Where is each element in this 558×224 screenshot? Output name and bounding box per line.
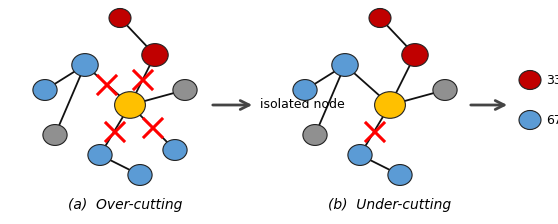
Ellipse shape [293, 80, 317, 100]
Text: isolated node: isolated node [260, 99, 345, 112]
Ellipse shape [369, 9, 391, 28]
Ellipse shape [303, 125, 327, 145]
Ellipse shape [332, 54, 358, 76]
Text: (a)  Over-cutting: (a) Over-cutting [68, 198, 182, 212]
Ellipse shape [88, 144, 112, 166]
Ellipse shape [374, 92, 406, 118]
Ellipse shape [72, 54, 98, 76]
Ellipse shape [519, 71, 541, 90]
Ellipse shape [109, 9, 131, 28]
Ellipse shape [33, 80, 57, 100]
Text: (b)  Under-cutting: (b) Under-cutting [329, 198, 451, 212]
Text: 33%: 33% [546, 73, 558, 86]
Ellipse shape [348, 144, 372, 166]
Ellipse shape [519, 110, 541, 129]
Text: 67%: 67% [546, 114, 558, 127]
Ellipse shape [388, 165, 412, 185]
Ellipse shape [142, 44, 168, 66]
Ellipse shape [114, 92, 146, 118]
Ellipse shape [43, 125, 67, 145]
Ellipse shape [128, 165, 152, 185]
Ellipse shape [433, 80, 457, 100]
Ellipse shape [163, 140, 187, 160]
Ellipse shape [173, 80, 197, 100]
Ellipse shape [402, 44, 428, 66]
